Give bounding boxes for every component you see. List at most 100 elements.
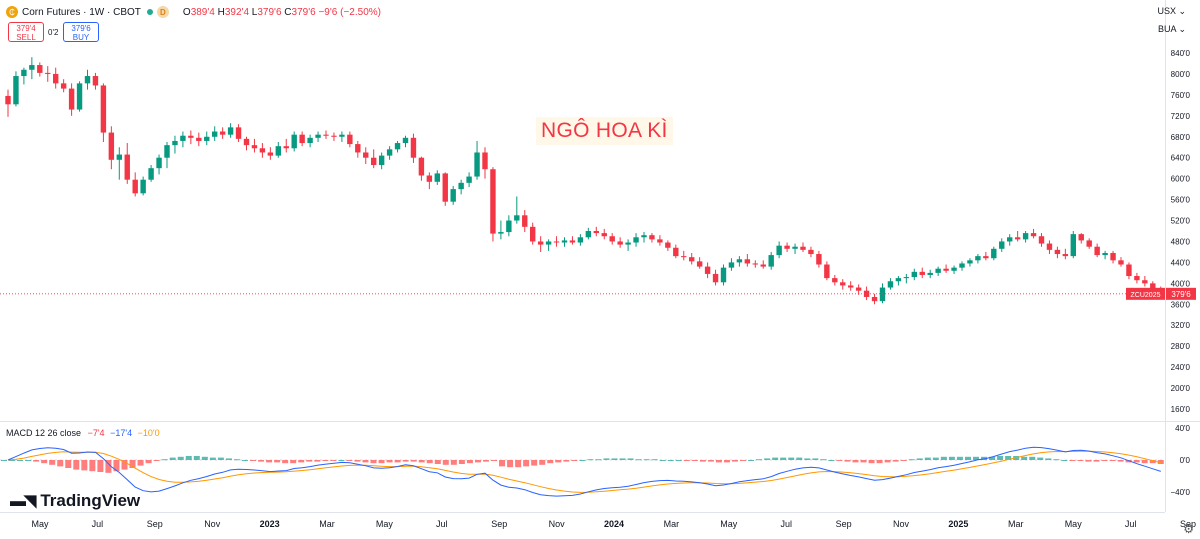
time-tick-label: May [720, 519, 738, 529]
macd-histogram-bar [81, 460, 88, 471]
candle-body [1086, 240, 1092, 247]
price-tick-label: 680'0 [1171, 133, 1191, 142]
candle-body [840, 282, 846, 286]
sell-label: SELL [16, 33, 36, 42]
macd-histogram-bar [225, 458, 232, 460]
time-tick-label: 2023 [260, 519, 280, 529]
macd-histogram-bar [1053, 459, 1060, 461]
price-tick-label: 320'0 [1171, 321, 1191, 330]
sell-button[interactable]: 379'4 SELL [8, 22, 44, 42]
macd-histogram-bar [266, 460, 273, 463]
macd-histogram-bar [707, 460, 714, 462]
macd-histogram-bar [788, 457, 795, 460]
candle-body [68, 88, 75, 110]
candle-body [180, 135, 186, 141]
candle-body [1094, 246, 1100, 256]
macd-histogram-bar [338, 460, 345, 461]
macd-histogram-bar [772, 457, 779, 460]
candle-body [943, 268, 949, 271]
candle-body [235, 127, 242, 139]
candle-body [363, 152, 369, 158]
candle-body [999, 241, 1005, 249]
price-tick-label: 480'0 [1171, 237, 1191, 246]
delay-badge[interactable]: D [156, 6, 169, 18]
macd-histogram-bar [153, 460, 160, 461]
macd-histogram-bar [715, 460, 722, 463]
time-tick-label: Nov [204, 519, 221, 529]
currency-selector[interactable]: USX ⌄ [1157, 6, 1186, 16]
chart-annotation[interactable]: NGÔ HOA KÌ [536, 117, 673, 145]
candle-body [824, 264, 830, 279]
candle-body [736, 259, 743, 263]
macd-histogram-bar [964, 456, 971, 460]
macd-histogram-bar [258, 460, 265, 462]
time-tick-label: Sep [1180, 519, 1196, 529]
candle-body [100, 85, 107, 133]
spread-value: 0'2 [48, 28, 59, 37]
candle-body [410, 137, 417, 158]
candle-body [1134, 276, 1140, 281]
candle-body [1030, 233, 1037, 237]
price-tick-label: 640'0 [1171, 154, 1191, 163]
symbol-title[interactable]: Corn Futures · 1W · CBOT [22, 6, 141, 18]
macd-histogram-bar [828, 460, 835, 461]
macd-histogram-bar [97, 460, 104, 472]
buy-button[interactable]: 379'6 BUY [63, 22, 99, 42]
last-price-label: 379'6 [1171, 290, 1191, 299]
candle-body [426, 175, 433, 182]
candle-body [879, 287, 886, 302]
macd-histogram-bar [571, 460, 578, 461]
macd-histogram-bar [217, 457, 224, 460]
candle-body [1102, 252, 1108, 256]
price-tick-label: 720'0 [1171, 112, 1191, 121]
macd-histogram-bar [402, 460, 409, 462]
price-tick-label: 560'0 [1171, 196, 1191, 205]
macd-histogram-bar [1045, 458, 1052, 460]
macd-legend[interactable]: MACD 12 26 close −7'4 −17'4 −10'0 [6, 428, 160, 438]
tradingview-logo[interactable]: ▬◥ TradingView [10, 491, 140, 511]
candle-body [283, 146, 289, 149]
macd-histogram-bar [386, 460, 393, 463]
price-tick-label: 400'0 [1171, 279, 1191, 288]
candle-body [569, 240, 576, 243]
candle-body [887, 281, 894, 288]
candle-body [506, 220, 512, 233]
macd-histogram-bar [25, 460, 32, 461]
macd-histogram-bar [209, 457, 216, 460]
macd-histogram-bar [997, 456, 1004, 460]
candle-body [355, 144, 361, 153]
price-tick-label: 280'0 [1171, 342, 1191, 351]
macd-histogram-bar [330, 460, 337, 461]
candle-body [593, 231, 599, 234]
macd-histogram-bar [948, 456, 955, 460]
candle-body [442, 173, 448, 202]
candle-body [347, 134, 353, 145]
macd-signal-value: −10'0 [137, 428, 160, 438]
macd-line-value: −17'4 [110, 428, 133, 438]
unit-selector[interactable]: BUA ⌄ [1157, 24, 1186, 34]
macd-histogram-bar [836, 460, 843, 461]
macd-histogram-bar [643, 459, 650, 461]
macd-histogram-bar [916, 458, 923, 460]
candle-body [259, 148, 266, 153]
macd-histogram-bar [900, 460, 907, 461]
macd-histogram-bar [250, 460, 257, 461]
candle-body [148, 168, 154, 180]
macd-histogram-bar [193, 456, 200, 460]
candle-body [561, 240, 568, 243]
time-tick-label: May [31, 519, 49, 529]
time-tick-label: Sep [491, 519, 507, 529]
time-tick-label: Mar [1008, 519, 1024, 529]
time-tick-label: Jul [92, 519, 104, 529]
macd-histogram-bar [418, 460, 425, 463]
candle-body [649, 235, 655, 240]
macd-histogram-bar [691, 460, 698, 461]
candle-body [514, 215, 520, 221]
candle-body [537, 241, 544, 245]
settings-gear-icon[interactable]: ⚙ [1183, 522, 1194, 536]
candle-body [530, 226, 536, 242]
candle-body [617, 241, 623, 245]
price-tick-label: 160'0 [1171, 405, 1191, 414]
candle-body [681, 256, 687, 258]
